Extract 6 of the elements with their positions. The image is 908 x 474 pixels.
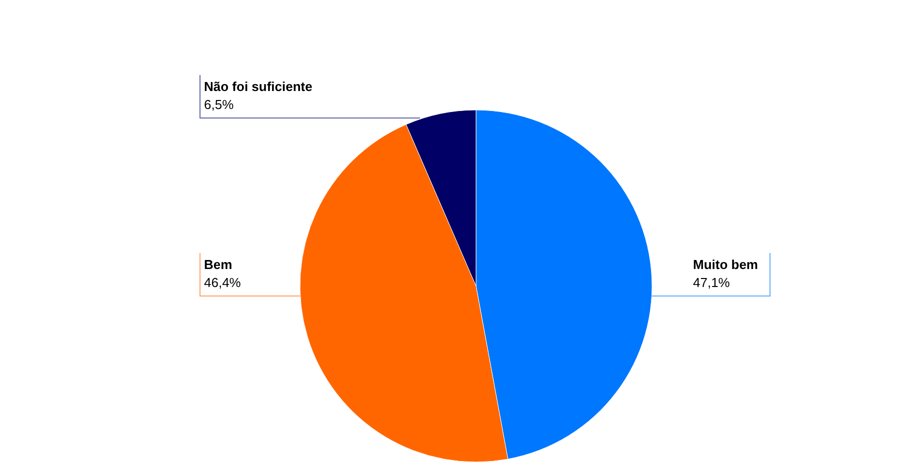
data-label: 6,5% <box>204 97 234 112</box>
data-label: 47,1% <box>693 275 730 290</box>
data-label: 46,4% <box>204 275 242 290</box>
slice-label: Não foi suficiente <box>204 79 312 94</box>
slice-label: Bem <box>204 257 232 272</box>
slice-label: Muito bem <box>693 257 758 272</box>
